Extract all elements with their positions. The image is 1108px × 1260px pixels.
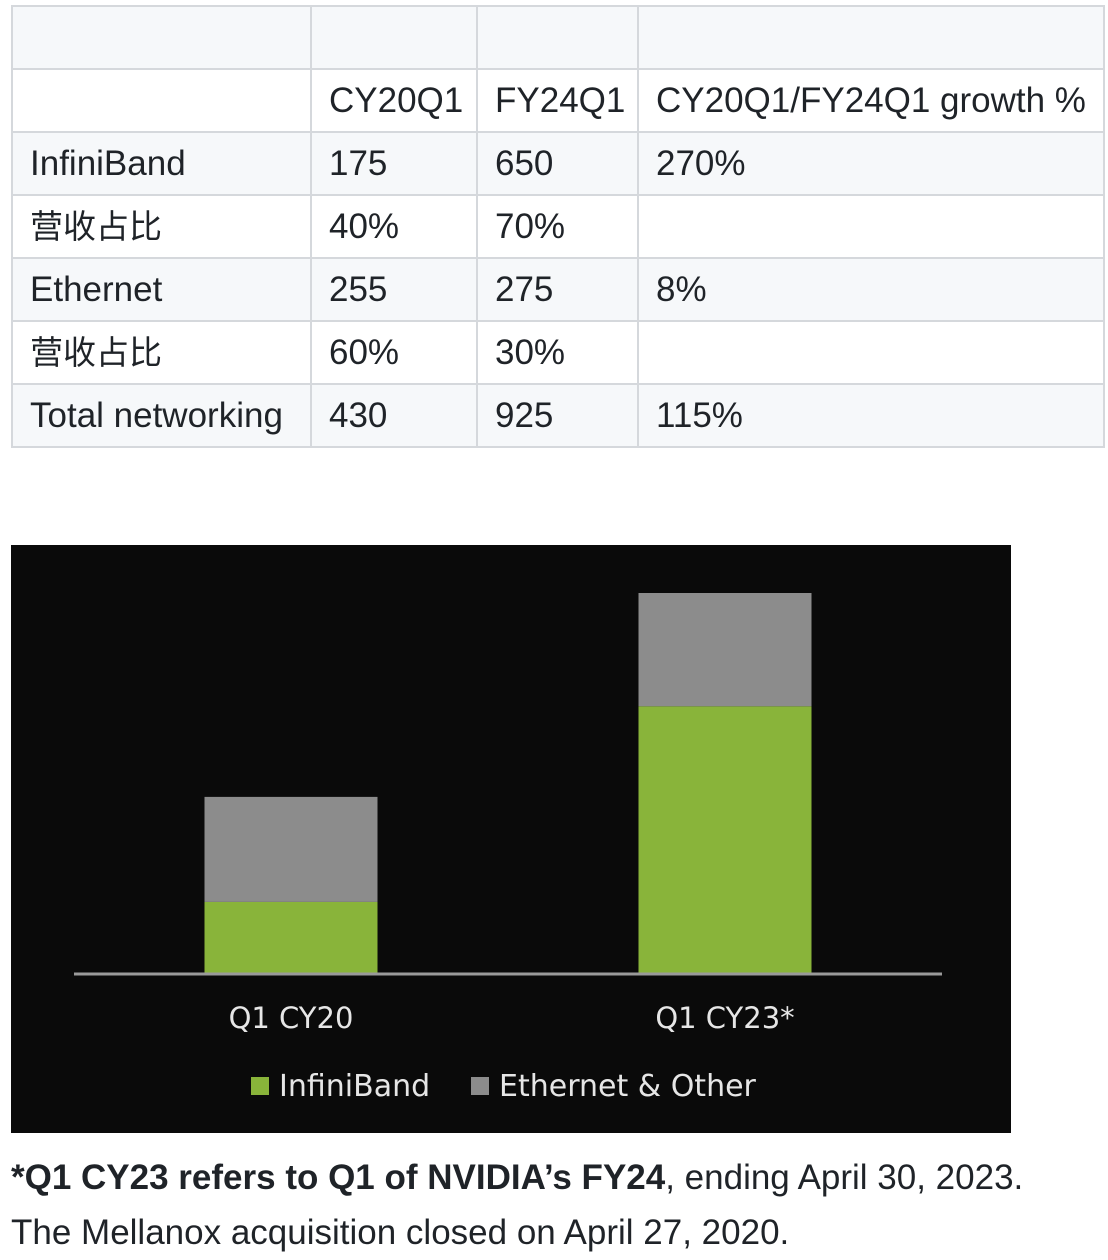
x-tick-label: Q1 CY23* <box>655 1001 794 1035</box>
legend-swatch-infiniband <box>251 1077 269 1095</box>
table-empty-row <box>11 5 1105 70</box>
header-cell-empty <box>11 68 312 133</box>
table-cell <box>11 5 312 70</box>
bar-ethernet-other-q1-cy20 <box>204 796 378 902</box>
caption-bold-note: *Q1 CY23 refers to Q1 of NVIDIA’s FY24 <box>11 1158 666 1197</box>
legend-swatch-ethernet-other <box>471 1077 489 1095</box>
stacked-bar-chart: Q1 CY20 Q1 CY23* InfiniBand Ethernet & Othe… <box>11 545 1011 1133</box>
table-cell: 175 <box>310 131 478 196</box>
caption-note-rest: , ending April 30, 2023. <box>665 1158 1024 1197</box>
table-cell: 430 <box>310 383 478 448</box>
table-cell: 70% <box>476 194 639 259</box>
legend-label-infiniband: InfiniBand <box>279 1069 430 1104</box>
table-cell: 8% <box>637 257 1105 322</box>
table-row: 营收占比 60% 30% <box>11 320 1105 385</box>
table-cell: 255 <box>310 257 478 322</box>
bar-infiniband-q1-cy23 <box>638 706 812 974</box>
table-row: Total networking 430 925 115% <box>11 383 1105 448</box>
table-cell <box>637 320 1105 385</box>
header-cell-growth: CY20Q1/FY24Q1 growth % <box>637 68 1105 133</box>
table-cell: 30% <box>476 320 639 385</box>
table-cell <box>637 194 1105 259</box>
table-row: 营收占比 40% 70% <box>11 194 1105 259</box>
row-label: Ethernet <box>11 257 312 322</box>
row-label: 营收占比 <box>11 194 312 259</box>
header-cell-cy20q1: CY20Q1 <box>310 68 478 133</box>
table-cell: 115% <box>637 383 1105 448</box>
caption-line-1: *Q1 CY23 refers to Q1 of NVIDIA’s FY24, … <box>11 1150 1101 1205</box>
row-label: 营收占比 <box>11 320 312 385</box>
bar-ethernet-other-q1-cy23 <box>638 593 812 707</box>
table-cell <box>476 5 639 70</box>
bar-infiniband-q1-cy20 <box>204 901 378 974</box>
table-cell: 925 <box>476 383 639 448</box>
table-row: Ethernet 255 275 8% <box>11 257 1105 322</box>
table-row: InfiniBand 175 650 270% <box>11 131 1105 196</box>
networking-revenue-table: CY20Q1 FY24Q1 CY20Q1/FY24Q1 growth % Inf… <box>11 5 1105 448</box>
table-header-row: CY20Q1 FY24Q1 CY20Q1/FY24Q1 growth % <box>11 68 1105 133</box>
x-tick-label: Q1 CY20 <box>229 1001 354 1035</box>
caption-line-2: The Mellanox acquisition closed on April… <box>11 1213 790 1252</box>
legend-label-ethernet-other: Ethernet & Other <box>499 1069 757 1104</box>
chart-caption: *Q1 CY23 refers to Q1 of NVIDIA’s FY24, … <box>11 1150 1101 1260</box>
table-cell: 270% <box>637 131 1105 196</box>
chart-canvas: Q1 CY20 Q1 CY23* InfiniBand Ethernet & Othe… <box>74 593 942 1104</box>
table-cell: 650 <box>476 131 639 196</box>
table-cell <box>310 5 478 70</box>
header-cell-fy24q1: FY24Q1 <box>476 68 639 133</box>
table-cell: 40% <box>310 194 478 259</box>
row-label: InfiniBand <box>11 131 312 196</box>
table-cell: 275 <box>476 257 639 322</box>
table-cell: 60% <box>310 320 478 385</box>
table-cell <box>637 5 1105 70</box>
row-label: Total networking <box>11 383 312 448</box>
